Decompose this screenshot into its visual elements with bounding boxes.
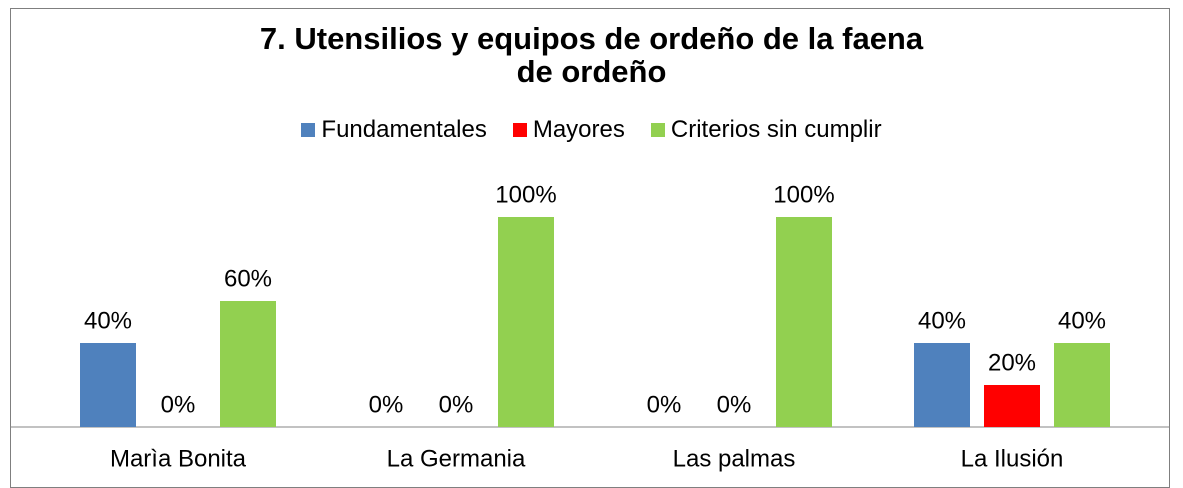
legend-label: Mayores — [532, 116, 625, 143]
value-label: 100% — [773, 181, 834, 208]
x-tick-label: La Ilusión — [961, 445, 1064, 472]
value-label: 0% — [647, 391, 682, 418]
value-label: 40% — [918, 307, 966, 334]
bar — [220, 301, 276, 427]
legend-swatch — [301, 123, 316, 137]
value-label: 100% — [495, 181, 556, 208]
legend-label: Criterios sin cumplir — [670, 116, 882, 143]
legend-swatch — [650, 123, 665, 137]
bar — [984, 385, 1040, 427]
value-label: 0% — [161, 391, 196, 418]
value-label: 40% — [1058, 307, 1106, 334]
bar — [498, 217, 554, 427]
value-label: 0% — [717, 391, 752, 418]
value-label: 0% — [369, 391, 404, 418]
x-tick-label: La Germania — [387, 445, 526, 472]
legend-item: Criterios sin cumplir — [650, 116, 882, 144]
bar — [914, 343, 970, 427]
bar — [776, 217, 832, 427]
x-tick-label: Marìa Bonita — [110, 445, 247, 472]
x-tick-label: Las palmas — [673, 445, 796, 472]
legend-item: Mayores — [512, 116, 625, 144]
value-label: 20% — [988, 349, 1036, 376]
bar — [1054, 343, 1110, 427]
legend: Fundamentales Mayores Criterios sin cumpli… — [0, 116, 1183, 144]
value-label: 0% — [439, 391, 474, 418]
chart-title: 7. Utensilios y equipos de ordeño de la … — [259, 21, 924, 89]
value-label: 60% — [224, 265, 272, 292]
legend-swatch — [512, 123, 527, 137]
legend-label: Fundamentales — [321, 116, 487, 143]
value-label: 40% — [84, 307, 132, 334]
bar — [80, 343, 136, 427]
legend-item: Fundamentales — [301, 116, 487, 144]
